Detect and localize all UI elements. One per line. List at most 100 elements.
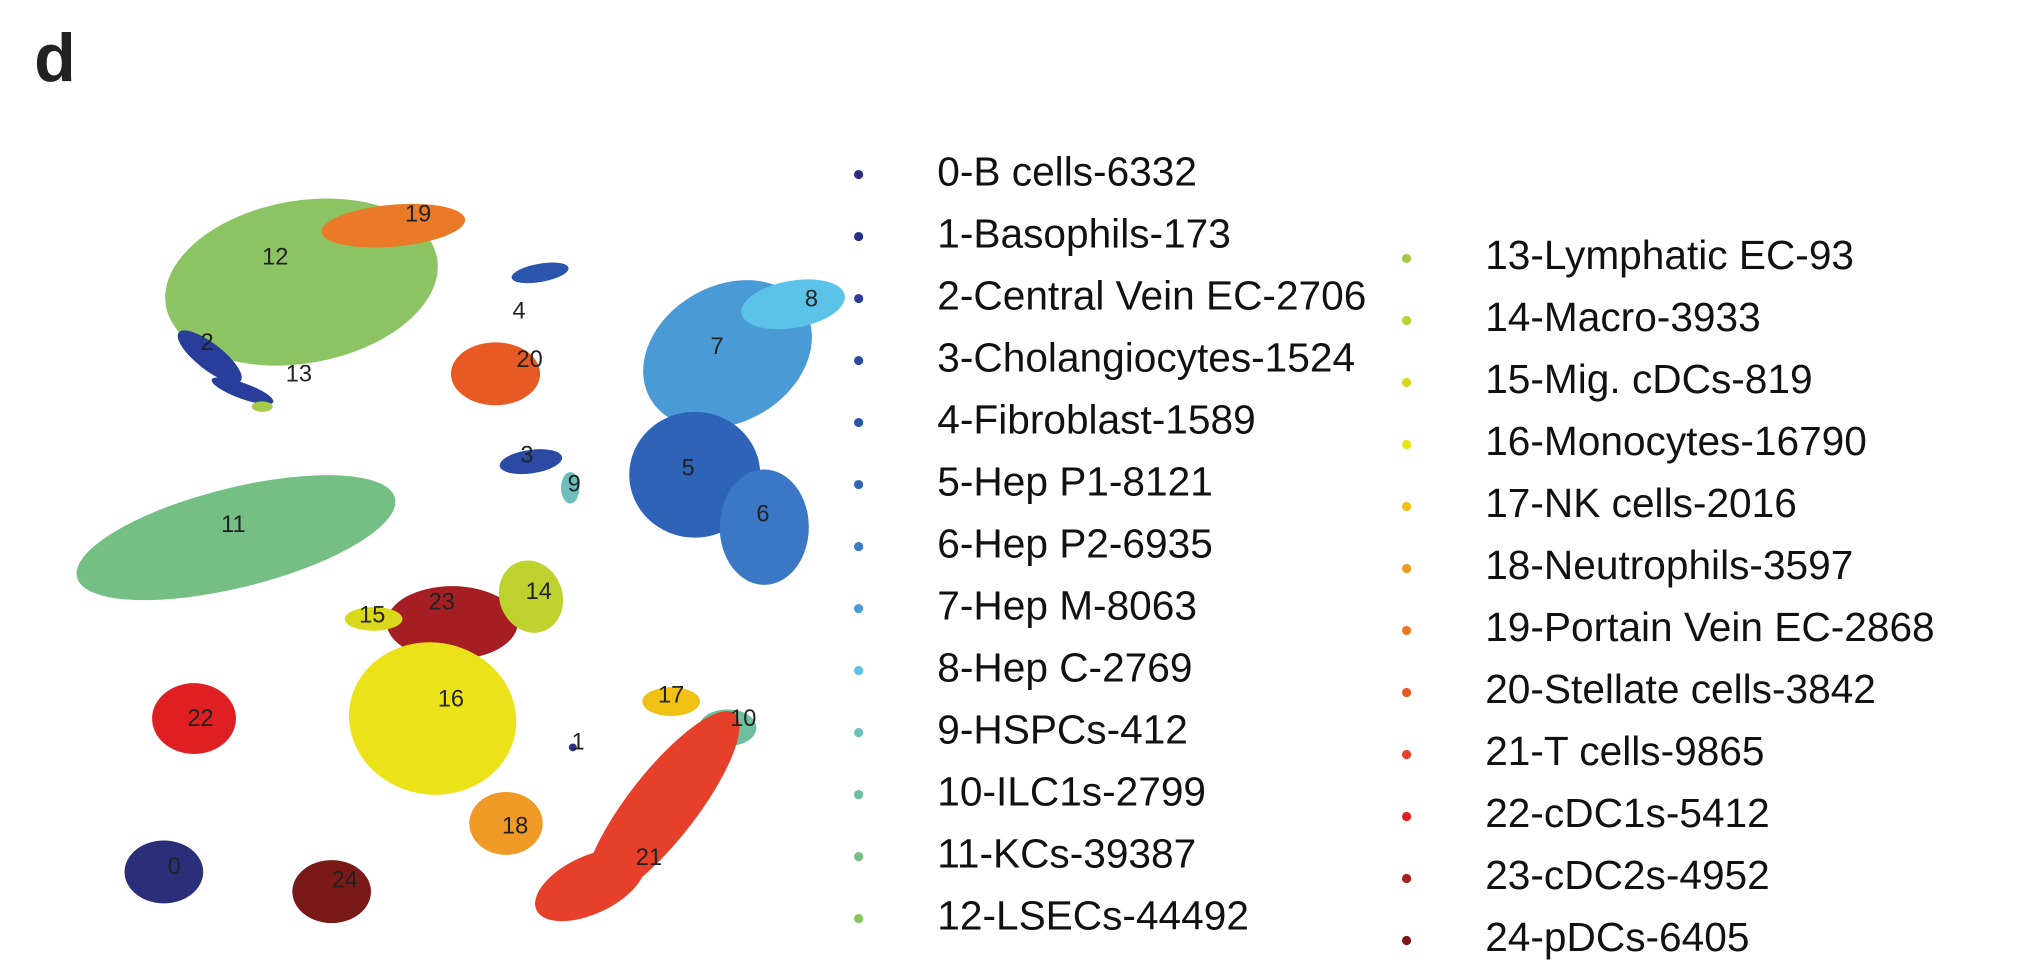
legend-label: 5-Hep P1-8121	[937, 458, 1213, 504]
legend-label: 0-B cells-6332	[937, 148, 1197, 194]
cluster-blob	[292, 860, 371, 924]
cluster-id: 21	[636, 844, 662, 870]
cluster-blob	[511, 262, 569, 284]
legend-marker	[854, 914, 864, 924]
cluster-id: 15	[359, 602, 385, 628]
legend-label: 2-Central Vein EC-2706	[937, 272, 1366, 318]
cluster-id: 9	[568, 470, 581, 496]
legend-label: 23-cDC2s-4952	[1485, 852, 1770, 898]
cluster-blob	[469, 791, 543, 855]
cluster-blob	[535, 848, 645, 922]
cluster-blob	[124, 840, 204, 904]
legend-marker	[854, 790, 864, 800]
legend-label: 8-Hep C-2769	[937, 644, 1192, 690]
legend-label: 18-Neutrophils-3597	[1485, 542, 1853, 588]
legend-label: 21-T cells-9865	[1485, 728, 1764, 774]
cluster-blob	[498, 560, 564, 633]
legend-marker	[854, 727, 864, 738]
legend-marker	[854, 231, 864, 242]
legend-label: 6-Hep P2-6935	[937, 520, 1213, 566]
cluster-id: 2	[201, 329, 214, 355]
legend: 0-B cells-6332 1-Basophils-173 2-Central V…	[854, 148, 1935, 960]
legend-label: 7-Hep M-8063	[937, 582, 1197, 628]
cluster-blob	[348, 642, 517, 795]
cluster-id: 7	[710, 333, 723, 359]
cluster-blob	[211, 377, 274, 405]
legend-marker	[1401, 253, 1412, 264]
cluster-id: 3	[520, 442, 533, 468]
legend-label: 11-KCs-39387	[937, 830, 1196, 876]
cluster-id: 8	[805, 286, 818, 312]
legend-marker	[854, 169, 864, 180]
legend-label: 14-Macro-3933	[1485, 294, 1761, 340]
legend-label: 24-pDCs-6405	[1485, 914, 1749, 960]
legend-marker	[1401, 935, 1412, 946]
legend-label: 19-Portain Vein EC-2868	[1485, 604, 1934, 650]
legend-label: 22-cDC1s-5412	[1485, 790, 1770, 836]
cluster-blob	[719, 469, 809, 585]
cluster-id: 14	[526, 578, 552, 604]
legend-label: 20-Stellate cells-3842	[1485, 666, 1876, 712]
legend-marker	[854, 293, 864, 304]
legend-marker	[1401, 625, 1412, 636]
legend-label: 3-Cholangiocytes-1524	[937, 334, 1355, 380]
cluster-id: 17	[658, 682, 684, 708]
cluster-id: 4	[513, 297, 526, 323]
cluster-id: 23	[429, 588, 455, 614]
legend-label: 1-Basophils-173	[937, 210, 1231, 256]
legend-marker	[854, 479, 864, 490]
cluster-blob	[561, 472, 580, 504]
cluster-id: 16	[438, 685, 464, 711]
legend-label: 12-LSECs-44492	[937, 892, 1249, 938]
legend-label: 17-NK cells-2016	[1485, 480, 1797, 526]
cluster-blob	[344, 607, 403, 631]
panel-label: d	[34, 20, 76, 96]
legend-marker	[1401, 811, 1412, 822]
cluster-blob	[152, 683, 236, 754]
legend-label: 13-Lymphatic EC-93	[1485, 232, 1854, 278]
legend-marker	[854, 417, 864, 428]
legend-marker	[854, 852, 864, 862]
legend-marker	[1401, 377, 1412, 388]
legend-marker	[1401, 501, 1412, 512]
legend-marker	[1401, 563, 1412, 574]
legend-marker	[1401, 315, 1412, 326]
cluster-id: 13	[286, 360, 312, 386]
cluster-id: 5	[682, 455, 695, 481]
cluster-id: 11	[221, 511, 245, 537]
legend-label: 10-ILC1s-2799	[937, 768, 1206, 814]
legend-marker	[1401, 873, 1412, 884]
cluster-id: 22	[187, 705, 213, 731]
cluster-id: 6	[756, 501, 769, 527]
cluster-id: 12	[262, 244, 288, 270]
cluster-blob	[251, 401, 273, 412]
cluster-id: 10	[730, 705, 756, 731]
cluster-blob	[499, 449, 563, 475]
legend-marker	[854, 665, 864, 676]
cluster-blob	[450, 342, 541, 406]
cluster-id: 19	[405, 200, 431, 226]
legend-label: 16-Monocytes-16790	[1485, 418, 1867, 464]
legend-label: 4-Fibroblast-1589	[937, 396, 1255, 442]
cluster-id: 24	[332, 866, 358, 892]
cluster-blob	[177, 330, 242, 384]
cluster-blob	[642, 687, 701, 716]
legend-label: 9-HSPCs-412	[937, 706, 1188, 752]
cluster-id: 18	[502, 813, 528, 839]
cluster-blob	[321, 203, 466, 248]
legend-marker	[854, 355, 864, 366]
cluster-id: 20	[516, 346, 542, 372]
legend-marker	[854, 603, 864, 614]
legend-marker	[1401, 439, 1412, 450]
legend-label: 15-Mig. cDCs-819	[1485, 356, 1812, 402]
cluster-blob	[386, 586, 518, 660]
cluster-blob	[741, 279, 845, 330]
cluster-blob	[568, 743, 577, 752]
legend-marker	[1401, 749, 1412, 760]
umap-plot	[76, 198, 845, 924]
cluster-blob	[76, 475, 396, 601]
legend-marker	[1401, 687, 1412, 698]
